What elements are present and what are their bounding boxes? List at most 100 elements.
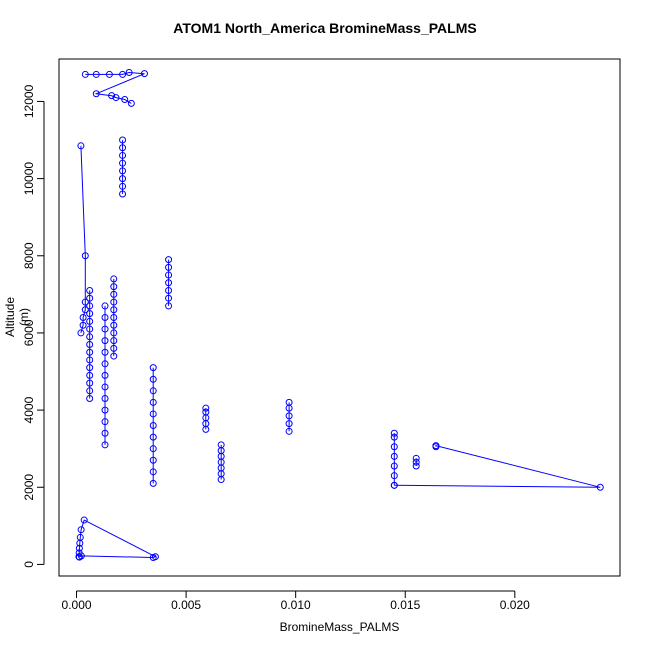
chart-title: ATOM1 North_America BromineMass_PALMS (173, 20, 477, 36)
data-point (101, 302, 109, 310)
data-point (110, 314, 118, 321)
data-point (86, 348, 94, 356)
y-tick-label: 6000 (22, 319, 36, 346)
data-point (101, 348, 109, 356)
data-point (79, 321, 87, 329)
data-point (390, 481, 398, 489)
data-point (86, 379, 94, 387)
data-point (112, 94, 120, 102)
x-tick-label: 0.015 (390, 598, 420, 612)
data-point (77, 142, 85, 150)
y-tick-label: 0 (22, 561, 36, 568)
y-tick-label: 4000 (22, 396, 36, 423)
data-point (149, 479, 157, 487)
data-point (86, 333, 94, 341)
data-point (149, 375, 157, 383)
data-point (119, 70, 127, 78)
data-point (149, 468, 157, 476)
data-point (80, 516, 88, 524)
data-point (165, 263, 173, 271)
data-point (110, 283, 118, 291)
data-point (86, 317, 94, 325)
data-point (92, 90, 100, 98)
x-tick-label: 0.000 (62, 598, 92, 612)
data-point (110, 290, 118, 298)
data-point (86, 371, 94, 379)
data-point (390, 452, 398, 460)
data-point (101, 371, 109, 379)
data-point (390, 443, 398, 451)
data-point (285, 412, 293, 420)
data-point (77, 329, 85, 337)
data-point (596, 483, 604, 491)
data-point (149, 364, 157, 372)
data-point (101, 337, 109, 345)
data-point (81, 252, 89, 260)
data-point (149, 433, 157, 441)
data-point (217, 441, 225, 449)
data-point (101, 314, 109, 321)
data-point (110, 329, 118, 337)
data-point (101, 418, 109, 426)
x-tick-label: 0.005 (171, 598, 201, 612)
data-point (86, 286, 94, 294)
data-point (412, 454, 420, 462)
data-point (86, 302, 94, 310)
data-point (119, 144, 127, 152)
data-point (101, 406, 109, 414)
data-point (77, 526, 85, 534)
data-point (101, 429, 109, 437)
data-point (110, 275, 118, 283)
data-point (125, 69, 133, 77)
data-point (86, 395, 94, 403)
data-point (79, 314, 87, 321)
data-point (92, 70, 100, 78)
data-point (110, 352, 118, 360)
x-axis-label: BromineMass_PALMS (279, 620, 400, 634)
data-point (86, 310, 94, 318)
data-point (165, 256, 173, 264)
data-point (412, 462, 420, 470)
data-point (165, 279, 173, 287)
data-point (119, 175, 127, 183)
data-point (101, 441, 109, 449)
x-axis: 0.000 0.005 0.010 0.015 0.020 (62, 590, 530, 612)
x-tick-label: 0.010 (281, 598, 311, 612)
data-point (165, 302, 173, 310)
data-point (75, 544, 83, 552)
data-point (86, 325, 94, 333)
data-point (110, 337, 118, 345)
data-point (119, 136, 127, 144)
data-point (285, 398, 293, 406)
plot-frame (58, 58, 621, 577)
data-point (119, 167, 127, 175)
data-point (110, 306, 118, 314)
series-line (78, 519, 157, 559)
data-point (202, 408, 210, 416)
data-point (86, 341, 94, 349)
data-point (110, 344, 118, 352)
data-point (149, 410, 157, 418)
data-point (86, 356, 94, 364)
data-point (165, 286, 173, 294)
data-point (81, 298, 89, 306)
data-point (105, 70, 113, 78)
data-point (75, 553, 83, 561)
data-point (390, 429, 398, 437)
data-point (140, 70, 148, 78)
data-point (101, 395, 109, 403)
data-point (81, 70, 89, 78)
data-point (390, 472, 398, 480)
x-tick-label: 0.020 (500, 598, 530, 612)
y-tick-label: 8000 (22, 242, 36, 269)
data-point (86, 294, 94, 302)
data-point (149, 553, 157, 561)
y-tick-label: 2000 (22, 474, 36, 501)
data-point (149, 387, 157, 395)
data-point (81, 306, 89, 314)
data-point (165, 294, 173, 302)
series-line (394, 444, 601, 488)
data-point (119, 182, 127, 190)
data-point (149, 398, 157, 406)
